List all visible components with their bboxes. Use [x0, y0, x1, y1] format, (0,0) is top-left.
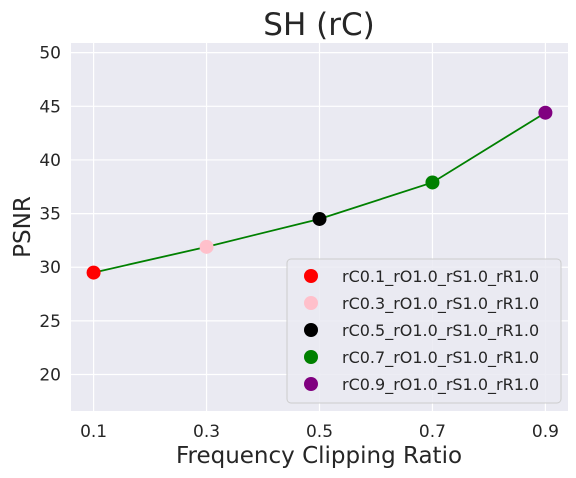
y-tick-labels: 20 25 30 35 40 45 50: [39, 44, 61, 386]
x-tick-label: 0.9: [532, 422, 559, 442]
y-tick-label: 25: [39, 312, 61, 332]
y-axis-label: PSNR: [10, 196, 36, 258]
x-axis-label: Frequency Clipping Ratio: [176, 443, 462, 469]
data-point: [86, 265, 101, 280]
x-tick-label: 0.1: [80, 422, 107, 442]
legend: rC0.1_rO1.0_rS1.0_rR1.0 rC0.3_rO1.0_rS1.0…: [286, 258, 562, 404]
data-point: [538, 105, 553, 120]
data-points-layer: [86, 105, 553, 280]
x-tick-label: 0.3: [193, 422, 220, 442]
data-point: [425, 175, 440, 190]
legend-entry-label: rC0.7_rO1.0_rS1.0_rR1.0: [342, 348, 539, 368]
y-tick-label: 30: [39, 258, 61, 278]
legend-marker: [304, 350, 318, 364]
y-tick-label: 45: [39, 97, 61, 117]
legend-marker: [304, 296, 318, 310]
legend-marker: [304, 377, 318, 391]
x-tick-label: 0.5: [306, 422, 333, 442]
y-tick-label: 40: [39, 151, 61, 171]
legend-entry-label: rC0.5_rO1.0_rS1.0_rR1.0: [342, 321, 539, 341]
grid-lines: [71, 43, 568, 411]
y-tick-label: 35: [39, 205, 61, 225]
legend-entry-label: rC0.3_rO1.0_rS1.0_rR1.0: [342, 294, 539, 314]
legend-entry-label: rC0.1_rO1.0_rS1.0_rR1.0: [342, 267, 539, 287]
y-tick-label: 20: [39, 366, 61, 386]
legend-marker: [304, 269, 318, 283]
legend-box: [286, 258, 562, 404]
chart-title: SH (rC): [263, 7, 374, 43]
legend-entry-label: rC0.9_rO1.0_rS1.0_rR1.0: [342, 375, 539, 395]
legend-marker: [304, 323, 318, 337]
data-point: [199, 239, 214, 254]
x-tick-label: 0.7: [419, 422, 446, 442]
data-point: [312, 211, 327, 226]
y-tick-label: 50: [39, 44, 61, 64]
x-tick-labels: 0.1 0.3 0.5 0.7 0.9: [80, 422, 559, 442]
